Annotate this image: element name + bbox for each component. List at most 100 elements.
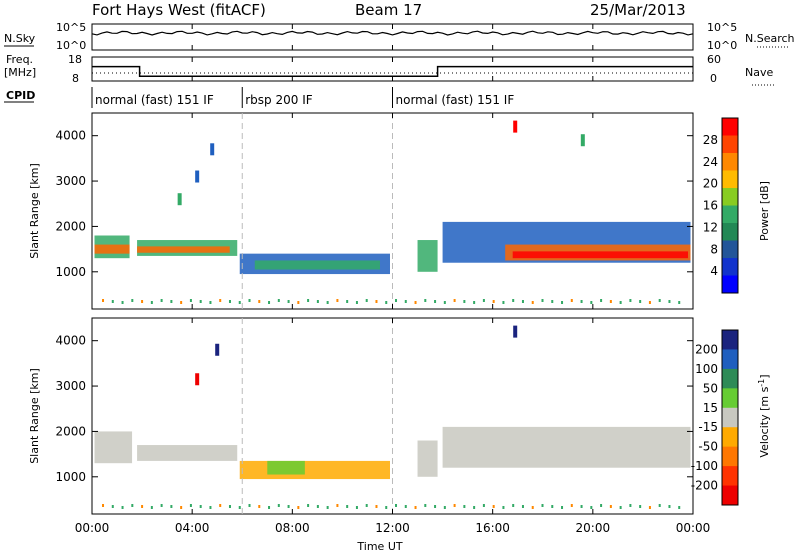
power-spot [160, 299, 163, 302]
velocity-colorbar-swatch [722, 485, 738, 506]
cpid-row: normal (fast) 151 IF rbsp 200 IF normal (f… [91, 87, 515, 108]
power-spot [434, 300, 437, 303]
velocity-spot [414, 506, 417, 509]
velocity-spot [580, 505, 583, 508]
power-colorbar-swatch [722, 258, 738, 276]
power-colorbar-swatch [722, 118, 738, 136]
velocity-spot [639, 505, 642, 508]
x-tick-label: 04:00 [175, 521, 210, 535]
velocity-colorbar-swatch [722, 466, 738, 487]
noise-tick-top-right: 10^5 [707, 21, 737, 34]
power-spot [482, 299, 485, 302]
velocity-band [267, 460, 305, 475]
freq-tick-bottom: 8 [72, 72, 79, 85]
velocity-spot [375, 505, 378, 508]
velocity-colorbar-swatch [722, 368, 738, 389]
velocity-spot [629, 504, 632, 507]
power-spot [170, 300, 173, 303]
noise-tick-bottom: 10^0 [56, 39, 86, 52]
velocity-spot [404, 505, 407, 508]
power-spot [355, 301, 358, 304]
velocity-colorbar-swatch [722, 349, 738, 370]
power-spot [580, 134, 585, 147]
velocity-colorbar-swatch [722, 427, 738, 448]
velocity-spot [453, 504, 456, 507]
velocity-spot [668, 505, 671, 508]
power-spot [424, 299, 427, 302]
velocity-colorbar-label: Velocity [m s-1] [757, 374, 771, 457]
nave-label: Nave [745, 66, 773, 79]
velocity-spot [561, 506, 564, 509]
velocity-colorbar-tick-label: 15 [703, 401, 718, 415]
cpid-segment-label: rbsp 200 IF [245, 93, 312, 107]
velocity-colorbar-swatch [722, 330, 738, 350]
velocity-spot [513, 325, 518, 338]
power-spot [228, 300, 231, 303]
x-tick-label: 00:00 [676, 521, 711, 535]
power-spot [521, 300, 524, 303]
velocity-band [442, 426, 691, 468]
freq-trace [92, 65, 693, 77]
power-colorbar-swatch [722, 275, 738, 294]
velocity-band [417, 440, 438, 477]
velocity-spot [355, 506, 358, 509]
velocity-spot [473, 506, 476, 509]
velocity-colorbar-frame [721, 329, 739, 506]
power-spot [189, 299, 192, 302]
power-colorbar-tick-label: 4 [710, 264, 718, 278]
velocity-data [94, 325, 691, 509]
freq-label-1: Freq. [6, 53, 33, 66]
power-spot [307, 299, 310, 302]
velocity-spot [424, 504, 427, 507]
velocity-spot [189, 504, 192, 507]
velocity-spot [365, 504, 368, 507]
power-colorbar-swatch [722, 135, 738, 154]
power-spot [570, 299, 573, 302]
velocity-spot [678, 506, 681, 509]
power-spot [248, 299, 251, 302]
velocity-spot [268, 506, 271, 509]
y-tick-label: 1000 [55, 470, 86, 484]
power-spot [668, 300, 671, 303]
power-spot [551, 300, 554, 303]
velocity-spot [215, 343, 220, 356]
velocity-spot [180, 506, 183, 509]
power-spot [473, 301, 476, 304]
power-spot [297, 301, 300, 304]
date-label: 25/Mar/2013 [590, 1, 686, 19]
x-tick-label: 16:00 [475, 521, 510, 535]
velocity-spot [463, 505, 466, 508]
power-spot [177, 193, 182, 206]
power-spot [102, 299, 105, 302]
power-spot [404, 300, 407, 303]
velocity-spot [512, 504, 515, 507]
velocity-colorbar-tick-label: 100 [695, 362, 718, 376]
velocity-spot [502, 506, 505, 509]
velocity-spot [482, 504, 485, 507]
velocity-spot [570, 504, 573, 507]
velocity-spot [150, 506, 153, 509]
y-tick-label: 1000 [55, 265, 86, 279]
cpid-segment-label: normal (fast) 151 IF [396, 93, 515, 107]
velocity-spot [195, 373, 200, 386]
velocity-spot [238, 506, 241, 509]
velocity-colorbar-tick-label: -100 [691, 459, 718, 473]
x-tick-label: 20:00 [576, 521, 611, 535]
velocity-colorbar-swatch [722, 407, 738, 428]
velocity-spot [521, 505, 524, 508]
power-colorbar-swatch [722, 205, 738, 224]
x-tick-label: 12:00 [375, 521, 410, 535]
power-spot [512, 299, 515, 302]
power-spot [492, 300, 495, 303]
velocity-spot [111, 505, 114, 508]
velocity-spot [434, 505, 437, 508]
y-tick-label: 4000 [55, 129, 86, 143]
station-title: Fort Hays West (fitACF) [92, 1, 266, 19]
cpid-label: CPID [6, 89, 35, 102]
power-band [94, 244, 130, 254]
power-spot [209, 301, 212, 304]
velocity-spot [209, 506, 212, 509]
velocity-spot [199, 505, 202, 508]
power-spot [316, 300, 319, 303]
